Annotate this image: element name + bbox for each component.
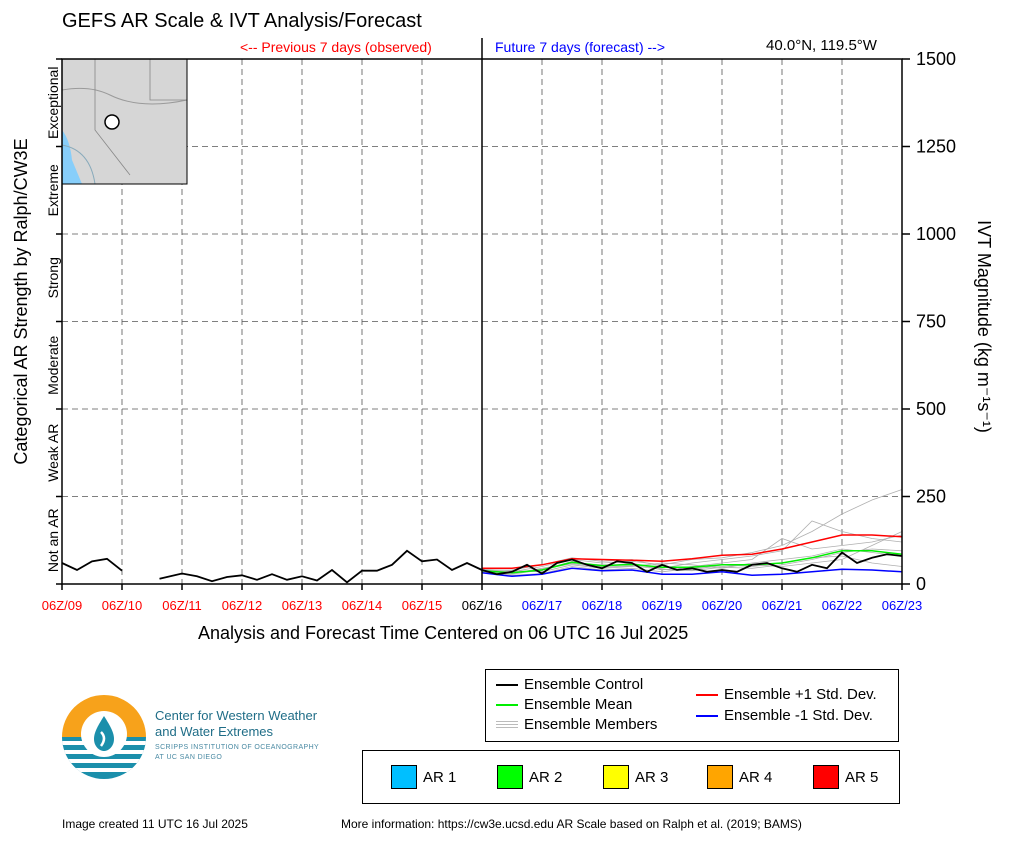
x-tick-label: 06Z/20 bbox=[702, 598, 742, 613]
water-drop-icon bbox=[94, 716, 114, 751]
location-label: 40.0°N, 119.5°W bbox=[766, 37, 877, 54]
ensemble-member-line bbox=[481, 548, 903, 573]
ar-category-label: Moderate bbox=[45, 335, 61, 394]
ensemble-1-std-dev-line bbox=[481, 567, 903, 578]
ensemble-1-std-dev-line bbox=[482, 534, 903, 570]
ar-scale-legend: AR 1 AR 2 AR 3 AR 4 AR 5 bbox=[362, 750, 900, 804]
legend-members-swatch bbox=[496, 724, 518, 725]
x-tick-label: 06Z/23 bbox=[882, 598, 922, 613]
ivt-chart: 0 250 500 750 1000 1250 1500 06Z/09 06Z/10 06Z/11… bbox=[11, 38, 994, 613]
x-tick-label: 06Z/11 bbox=[162, 598, 202, 613]
ar-legend-1: AR 1 bbox=[391, 765, 456, 789]
ar-category-label: Exceptional bbox=[45, 67, 61, 139]
legend-control: Ensemble Control bbox=[496, 676, 643, 693]
legend-mean-swatch bbox=[496, 703, 518, 706]
ar4-swatch bbox=[707, 765, 733, 789]
ar-category-label: Strong bbox=[45, 257, 61, 298]
chart-title: GEFS AR Scale & IVT Analysis/Forecast bbox=[62, 10, 422, 32]
y-tick-label: 250 bbox=[916, 487, 946, 507]
ar1-swatch bbox=[391, 765, 417, 789]
ar-category-label: Weak AR bbox=[45, 424, 61, 482]
x-tick-label: 06Z/16 bbox=[462, 598, 502, 613]
ar-category-label: Extreme bbox=[45, 164, 61, 216]
x-tick-label: 06Z/17 bbox=[522, 598, 562, 613]
legend-minus-swatch bbox=[696, 714, 718, 717]
y-tick-label: 500 bbox=[916, 399, 946, 419]
x-tick-label: 06Z/19 bbox=[642, 598, 682, 613]
legend-control-label: Ensemble Control bbox=[524, 676, 644, 693]
ar5-swatch bbox=[813, 765, 839, 789]
legend-members: Ensemble Members bbox=[496, 716, 657, 733]
legend-plus-std: Ensemble +1 Std. Dev. bbox=[696, 686, 877, 703]
x-tick-label: 06Z/10 bbox=[102, 598, 142, 613]
ar3-swatch bbox=[603, 765, 629, 789]
x-tick-label: 06Z/22 bbox=[822, 598, 862, 613]
x-tick-label: 06Z/13 bbox=[282, 598, 322, 613]
ar2-swatch bbox=[497, 765, 523, 789]
y-tick-label: 0 bbox=[916, 574, 926, 594]
cw3e-logo bbox=[62, 695, 146, 779]
legend-plus-label: Ensemble +1 Std. Dev. bbox=[724, 686, 877, 703]
legend-minus-label: Ensemble -1 Std. Dev. bbox=[724, 707, 873, 724]
y-tick-label: 1500 bbox=[916, 49, 956, 69]
x-tick-label: 06Z/09 bbox=[42, 598, 82, 613]
y-right-axis-title: IVT Magnitude (kg m⁻¹s⁻¹) bbox=[974, 220, 994, 433]
ar-category-label: Not an AR bbox=[45, 508, 61, 572]
x-tick-label: 06Z/15 bbox=[402, 598, 442, 613]
ar-legend-5: AR 5 bbox=[813, 765, 878, 789]
series-legend: Ensemble Control Ensemble Mean Ensemble … bbox=[485, 669, 899, 742]
x-tick-label: 06Z/21 bbox=[762, 598, 802, 613]
ar-legend-3: AR 3 bbox=[603, 765, 668, 789]
legend-minus-std: Ensemble -1 Std. Dev. bbox=[696, 707, 873, 724]
previous-days-label: <-- Previous 7 days (observed) bbox=[240, 39, 432, 55]
ar-legend-2: AR 2 bbox=[497, 765, 562, 789]
x-tick-label: 06Z/18 bbox=[582, 598, 622, 613]
logo-line-2: and Water Extremes bbox=[155, 724, 274, 739]
location-marker bbox=[104, 114, 120, 130]
legend-plus-swatch bbox=[696, 693, 718, 696]
observed-line bbox=[61, 549, 483, 584]
logo-line-1: Center for Western Weather bbox=[155, 708, 318, 723]
legend-members-label: Ensemble Members bbox=[524, 716, 658, 733]
legend-mean-label: Ensemble Mean bbox=[524, 696, 633, 713]
footer-created: Image created 11 UTC 16 Jul 2025 bbox=[62, 817, 248, 831]
legend-control-swatch bbox=[496, 683, 518, 686]
ar-legend-4: AR 4 bbox=[707, 765, 772, 789]
y-tick-label: 750 bbox=[916, 312, 946, 332]
y-tick-label: 1000 bbox=[916, 224, 956, 244]
logo-line-4: AT UC SAN DIEGO bbox=[155, 754, 223, 761]
y-left-axis-title: Categorical AR Strength by Ralph/CW3E bbox=[11, 138, 31, 464]
x-tick-label: 06Z/14 bbox=[342, 598, 382, 613]
logo-line-3: SCRIPPS INSTITUTION OF OCEANOGRAPHY bbox=[155, 744, 320, 751]
ensemble-control-line bbox=[481, 551, 903, 576]
x-axis-title: Analysis and Forecast Time Centered on 0… bbox=[198, 623, 689, 643]
legend-mean: Ensemble Mean bbox=[496, 696, 632, 713]
inset-map bbox=[61, 58, 188, 185]
y-tick-label: 1250 bbox=[916, 137, 956, 157]
x-tick-label: 06Z/12 bbox=[222, 598, 262, 613]
future-days-label: Future 7 days (forecast) --> bbox=[495, 39, 666, 55]
footer-info: More information: https://cw3e.ucsd.edu … bbox=[341, 817, 802, 831]
